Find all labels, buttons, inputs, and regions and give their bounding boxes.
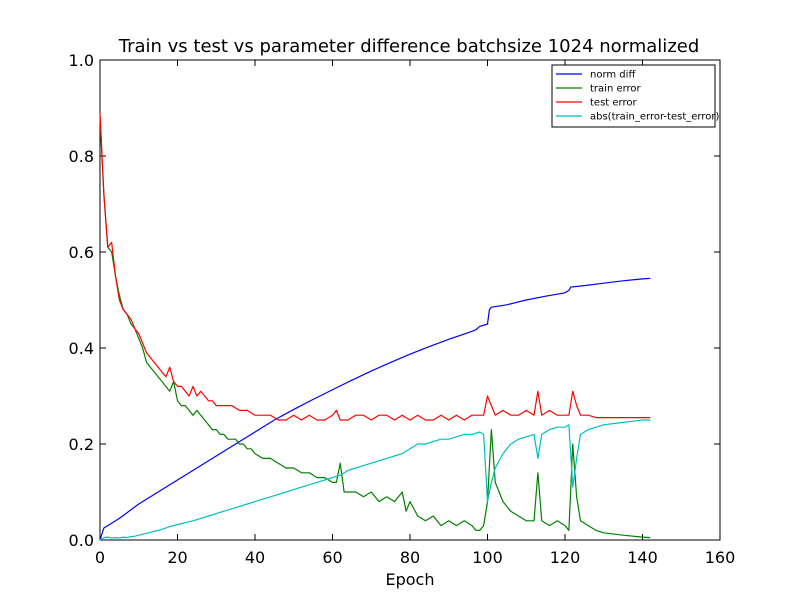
series-lines — [99, 112, 651, 541]
legend-label-test-error: test error — [590, 98, 637, 109]
y-tick-label: 0.0 — [69, 531, 94, 550]
chart-title: Train vs test vs parameter difference ba… — [118, 36, 700, 57]
y-tick-label: 0.8 — [69, 147, 94, 166]
legend-label-train-error: train error — [590, 84, 642, 95]
y-tick-label: 0.4 — [69, 339, 94, 358]
x-tick-label: 120 — [550, 548, 581, 567]
legend-label-abs-difference: abs(train_error-test_error) — [590, 112, 719, 123]
x-tick-label: 100 — [472, 548, 503, 567]
x-tick-label: 80 — [400, 548, 420, 567]
plot-area — [99, 59, 721, 541]
legend-label-norm-diff: norm diff — [590, 70, 636, 81]
y-tick-label: 0.6 — [69, 243, 94, 262]
series-line-abs-difference — [99, 419, 651, 541]
series-line-test-error — [99, 112, 651, 421]
series-line-train-error — [99, 117, 651, 539]
legend: norm diff train error test error abs(tra… — [551, 64, 719, 128]
series-line-norm-diff — [99, 277, 651, 541]
x-axis-label: Epoch — [386, 570, 435, 589]
y-tick-label: 0.2 — [69, 435, 94, 454]
axis-tick-labels: 0 20 40 60 80 100 120 140 160 0.0 0.2 0.4 0.6 0.8 1.0 — [69, 51, 736, 567]
x-tick-label: 140 — [627, 548, 658, 567]
legend-frame — [551, 64, 716, 128]
x-tick-label: 160 — [705, 548, 736, 567]
y-tick-label: 1.0 — [69, 51, 94, 70]
x-tick-label: 60 — [322, 548, 342, 567]
x-tick-label: 40 — [245, 548, 265, 567]
x-tick-label: 20 — [167, 548, 187, 567]
x-tick-label: 0 — [95, 548, 105, 567]
